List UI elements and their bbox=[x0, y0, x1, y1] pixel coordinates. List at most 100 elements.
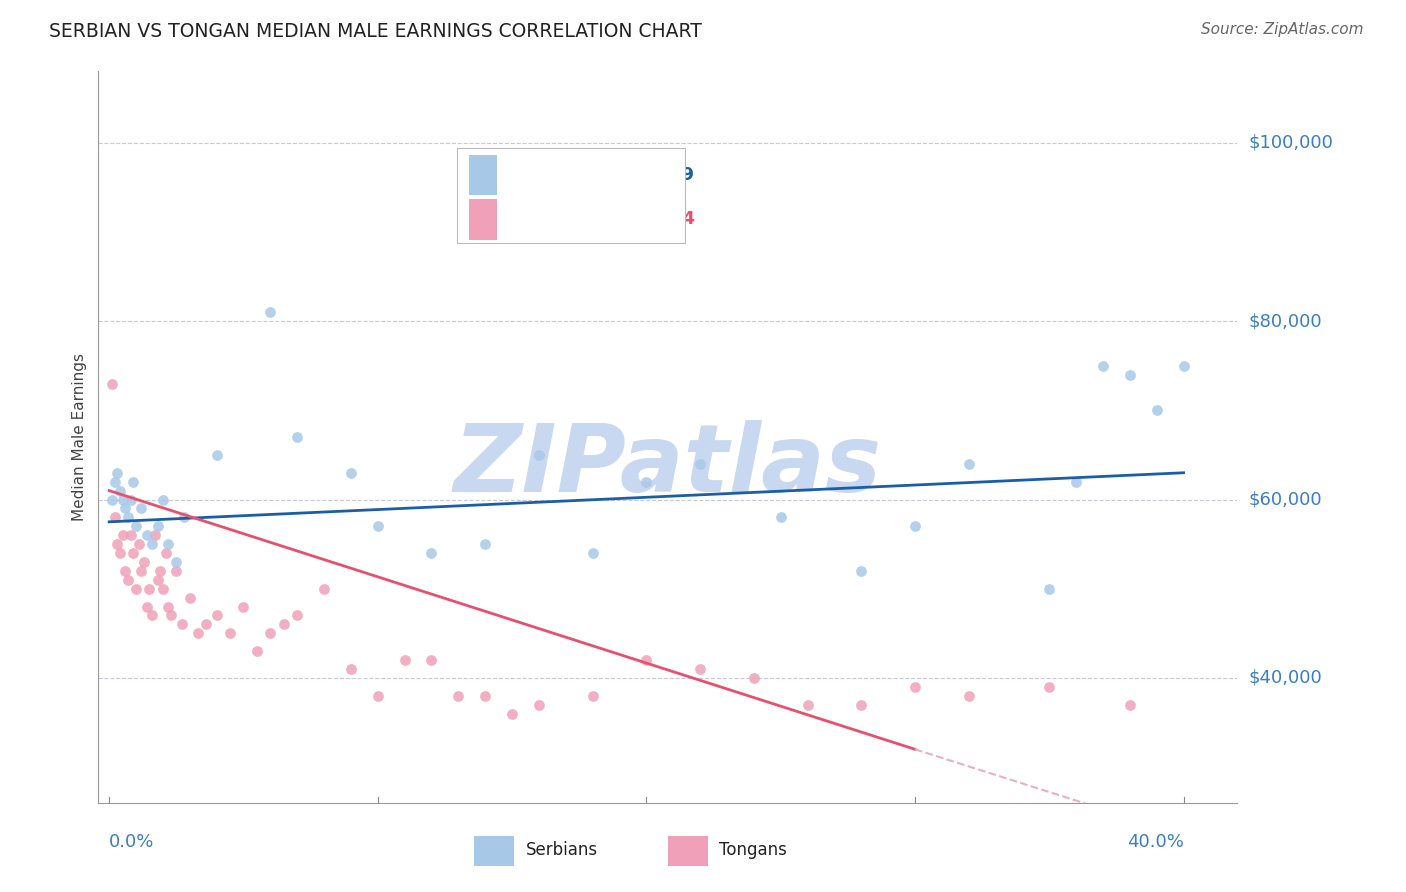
Text: $80,000: $80,000 bbox=[1249, 312, 1322, 330]
Point bbox=[219, 626, 242, 640]
Point bbox=[114, 501, 136, 516]
Point bbox=[232, 599, 254, 614]
Point bbox=[131, 564, 153, 578]
Text: 54: 54 bbox=[671, 211, 695, 228]
Point bbox=[904, 519, 927, 533]
Text: N =: N = bbox=[631, 211, 672, 228]
Point bbox=[205, 448, 228, 462]
Point bbox=[155, 546, 177, 560]
FancyBboxPatch shape bbox=[457, 148, 685, 244]
Point bbox=[149, 564, 172, 578]
Text: Serbians: Serbians bbox=[526, 841, 598, 859]
Point bbox=[312, 582, 335, 596]
Point bbox=[111, 492, 134, 507]
Point bbox=[259, 626, 281, 640]
Text: 39: 39 bbox=[671, 166, 695, 184]
Point bbox=[285, 608, 308, 623]
Point bbox=[340, 466, 363, 480]
Text: 40.0%: 40.0% bbox=[1126, 833, 1184, 851]
Text: 0.0%: 0.0% bbox=[110, 833, 155, 851]
Point bbox=[101, 492, 124, 507]
Point bbox=[103, 475, 125, 489]
Text: $60,000: $60,000 bbox=[1249, 491, 1322, 508]
Point bbox=[132, 555, 155, 569]
Point bbox=[636, 475, 658, 489]
Point bbox=[122, 475, 145, 489]
Point bbox=[105, 537, 128, 551]
Text: $40,000: $40,000 bbox=[1249, 669, 1322, 687]
Point bbox=[141, 608, 163, 623]
Point bbox=[125, 519, 148, 533]
Point bbox=[194, 617, 217, 632]
Point bbox=[146, 519, 169, 533]
Point bbox=[273, 617, 295, 632]
Point bbox=[125, 582, 148, 596]
Point bbox=[1146, 403, 1168, 417]
Point bbox=[769, 510, 792, 524]
Point bbox=[135, 528, 157, 542]
Point bbox=[165, 564, 187, 578]
Point bbox=[796, 698, 818, 712]
Point bbox=[108, 483, 131, 498]
Text: R =: R = bbox=[510, 211, 550, 228]
Point bbox=[135, 599, 157, 614]
Point bbox=[117, 510, 139, 524]
Text: N =: N = bbox=[631, 166, 672, 184]
Point bbox=[527, 698, 550, 712]
Point bbox=[120, 492, 142, 507]
Point bbox=[143, 528, 166, 542]
Point bbox=[1064, 475, 1087, 489]
Point bbox=[131, 501, 153, 516]
Point bbox=[689, 662, 711, 676]
FancyBboxPatch shape bbox=[468, 154, 498, 194]
Text: Tongans: Tongans bbox=[718, 841, 787, 859]
Point bbox=[367, 519, 389, 533]
Point bbox=[117, 573, 139, 587]
Point bbox=[187, 626, 209, 640]
Point bbox=[103, 510, 125, 524]
Y-axis label: Median Male Earnings: Median Male Earnings bbox=[72, 353, 87, 521]
Point bbox=[420, 546, 443, 560]
Text: $100,000: $100,000 bbox=[1249, 134, 1333, 152]
FancyBboxPatch shape bbox=[474, 836, 515, 866]
Point bbox=[582, 546, 605, 560]
Point bbox=[111, 528, 134, 542]
Point bbox=[1119, 698, 1142, 712]
Point bbox=[474, 537, 496, 551]
FancyBboxPatch shape bbox=[468, 199, 498, 240]
Point bbox=[1091, 359, 1114, 373]
Point bbox=[157, 537, 180, 551]
Point bbox=[114, 564, 136, 578]
Point bbox=[173, 510, 195, 524]
Point bbox=[1173, 359, 1195, 373]
Point bbox=[447, 689, 470, 703]
Point bbox=[1038, 582, 1060, 596]
Point bbox=[582, 689, 605, 703]
Point bbox=[957, 689, 980, 703]
Text: Source: ZipAtlas.com: Source: ZipAtlas.com bbox=[1201, 22, 1364, 37]
Point bbox=[259, 305, 281, 319]
Point bbox=[285, 430, 308, 444]
Point bbox=[501, 706, 523, 721]
Point bbox=[101, 376, 124, 391]
Point bbox=[1119, 368, 1142, 382]
Text: ZIPatlas: ZIPatlas bbox=[454, 420, 882, 512]
Point bbox=[108, 546, 131, 560]
Text: -0.510: -0.510 bbox=[557, 211, 620, 228]
Point bbox=[1038, 680, 1060, 694]
Point bbox=[851, 564, 873, 578]
Point bbox=[179, 591, 201, 605]
Point bbox=[340, 662, 363, 676]
Point bbox=[636, 653, 658, 667]
Point bbox=[122, 546, 145, 560]
Point bbox=[957, 457, 980, 471]
Point bbox=[146, 573, 169, 587]
Point bbox=[527, 448, 550, 462]
Point bbox=[367, 689, 389, 703]
Point bbox=[394, 653, 416, 667]
Point bbox=[165, 555, 187, 569]
Point bbox=[152, 582, 174, 596]
Point bbox=[742, 671, 765, 685]
Point bbox=[160, 608, 183, 623]
Point bbox=[246, 644, 269, 658]
